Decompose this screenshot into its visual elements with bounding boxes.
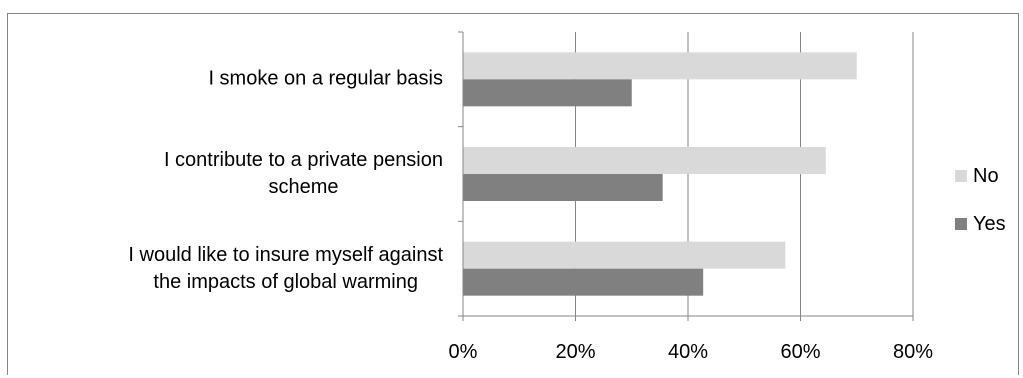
legend-swatch — [955, 218, 967, 230]
bar-yes-2 — [463, 268, 704, 296]
x-tick-label: 60% — [780, 341, 820, 363]
legend-item-yes: Yes — [955, 212, 1006, 236]
bar-no-1 — [463, 147, 826, 174]
x-tick-label: 80% — [893, 341, 933, 363]
x-tick-label: 20% — [555, 341, 595, 363]
legend-label: No — [973, 164, 999, 187]
bar-yes-1 — [463, 174, 663, 201]
bar-no-0 — [463, 52, 857, 80]
x-tick-label: 40% — [668, 341, 708, 363]
legend-label: Yes — [973, 212, 1006, 235]
category-label: I contribute to a private pension scheme — [163, 149, 443, 198]
category-label: I smoke on a regular basis — [208, 67, 443, 90]
bar-yes-0 — [463, 79, 632, 107]
legend-swatch — [955, 170, 967, 182]
x-tick-label: 0% — [449, 341, 478, 363]
category-label: I would like to insure myself against th… — [128, 243, 443, 293]
bar-no-2 — [463, 241, 786, 269]
legend-item-no: No — [955, 164, 999, 188]
chart-frame — [7, 13, 1019, 375]
